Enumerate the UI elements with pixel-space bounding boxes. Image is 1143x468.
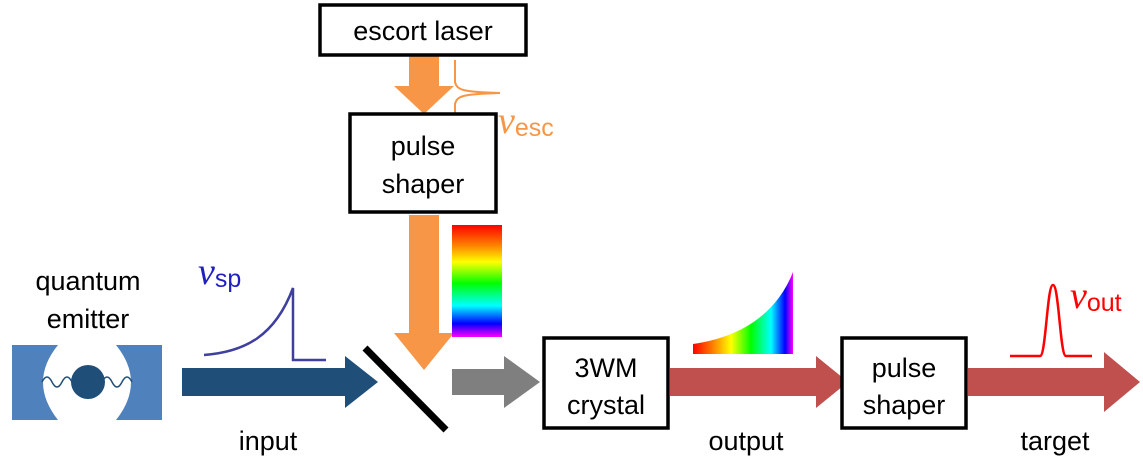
optical-cavity-icon: [12, 345, 162, 420]
escort-frequency-label: νesc: [498, 100, 554, 142]
target-beam: [968, 352, 1140, 412]
escort-beam-lower-head: [394, 333, 454, 370]
single-photon-frequency-label: νsp: [198, 251, 241, 293]
pulse-shaper-right-box: pulse shaper: [840, 336, 968, 430]
pulse-shaper-right-label-line2: shaper: [863, 390, 946, 420]
output-label: output: [708, 426, 784, 456]
output-frequency-label: νout: [1070, 275, 1122, 317]
crystal-label-line2: crystal: [567, 390, 645, 420]
escort-beam: [394, 55, 454, 370]
escort-beam-upper-head: [394, 86, 454, 114]
output-pulse-icon: [1010, 283, 1092, 358]
pulse-shaper-top-label-line1: pulse: [391, 131, 456, 161]
escort-pulse-icon: [454, 60, 501, 124]
escort-beam-upper: [409, 55, 439, 88]
cavity-mirror-right: [116, 345, 162, 420]
crystal-label-line1: 3WM: [575, 353, 638, 383]
input-label: input: [239, 426, 298, 456]
single-photon-pulse-icon: [203, 287, 326, 362]
quantum-emitter-label-line2: emitter: [47, 304, 130, 334]
target-label: target: [1020, 426, 1090, 456]
pulse-shaper-right-label-line1: pulse: [872, 353, 937, 383]
input-beam: [182, 356, 378, 408]
pulse-shaper-top-label-line2: shaper: [382, 169, 465, 199]
rainbow-spectrum-icon: [452, 225, 502, 337]
mixed-beam: [452, 356, 540, 408]
escort-laser-box: escort laser: [318, 3, 528, 57]
beam-combiner-mirror-icon: [362, 345, 449, 433]
quantum-emitter-label-line1: quantum: [35, 266, 140, 296]
output-beam: [670, 356, 848, 408]
cavity-mirror-left: [12, 345, 58, 420]
crystal-box: 3WM crystal: [542, 336, 670, 430]
escort-laser-label: escort laser: [353, 16, 493, 46]
escort-beam-lower: [409, 215, 439, 335]
chirped-spectrum-icon: [693, 272, 793, 354]
atom-icon: [71, 365, 105, 399]
pulse-shaper-top-box: pulse shaper: [348, 112, 498, 214]
